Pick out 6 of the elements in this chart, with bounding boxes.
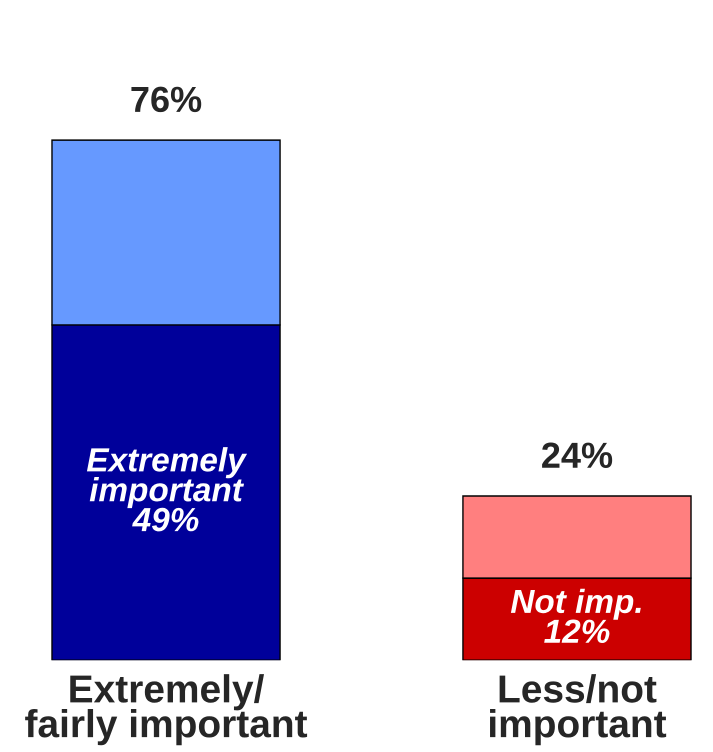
total-label: 24% (542, 442, 612, 468)
x-tick-label: Extremely/ fairly important (25, 674, 308, 746)
total-label: 76% (131, 86, 202, 112)
x-tick-label: Less/not important (490, 674, 666, 746)
data-label: Not imp. 12% (510, 588, 641, 643)
data-label: Extremely important 49% (86, 447, 248, 532)
